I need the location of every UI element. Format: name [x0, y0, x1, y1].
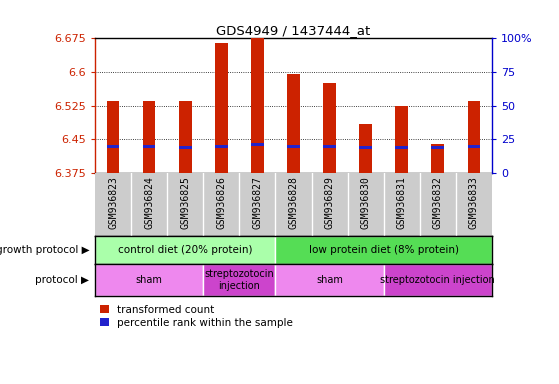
Bar: [287, 145, 300, 147]
Text: GSM936823: GSM936823: [108, 176, 118, 229]
Bar: [276, 264, 383, 296]
Bar: [251, 143, 264, 146]
Bar: [383, 264, 492, 296]
Text: growth protocol ▶: growth protocol ▶: [0, 245, 89, 255]
Text: sham: sham: [316, 275, 343, 285]
Text: protocol ▶: protocol ▶: [35, 275, 89, 285]
Bar: [107, 145, 120, 147]
Text: GSM936833: GSM936833: [469, 176, 479, 229]
Bar: [215, 145, 228, 147]
Bar: [107, 101, 120, 173]
Bar: [395, 146, 408, 149]
Bar: [395, 106, 408, 173]
Bar: [359, 124, 372, 173]
Title: GDS4949 / 1437444_at: GDS4949 / 1437444_at: [216, 24, 371, 37]
Bar: [95, 264, 203, 296]
Bar: [143, 145, 155, 147]
Text: low protein diet (8% protein): low protein diet (8% protein): [309, 245, 459, 255]
Bar: [276, 236, 492, 264]
Text: streptozotocin
injection: streptozotocin injection: [205, 269, 274, 291]
Text: GSM936825: GSM936825: [180, 176, 190, 229]
Bar: [215, 43, 228, 173]
Bar: [323, 145, 336, 147]
Text: GSM936829: GSM936829: [325, 176, 334, 229]
Bar: [203, 264, 276, 296]
Bar: [323, 83, 336, 173]
Bar: [432, 144, 444, 173]
Bar: [287, 74, 300, 173]
Text: GSM936826: GSM936826: [216, 176, 226, 229]
Bar: [179, 101, 192, 173]
Bar: [251, 31, 264, 173]
Legend: transformed count, percentile rank within the sample: transformed count, percentile rank withi…: [100, 305, 293, 328]
Bar: [467, 145, 480, 147]
Bar: [359, 146, 372, 149]
Text: GSM936827: GSM936827: [253, 176, 262, 229]
Text: control diet (20% protein): control diet (20% protein): [118, 245, 253, 255]
Bar: [143, 101, 155, 173]
Bar: [467, 101, 480, 173]
Text: GSM936828: GSM936828: [288, 176, 299, 229]
Bar: [179, 146, 192, 149]
Bar: [432, 146, 444, 149]
Text: GSM936832: GSM936832: [433, 176, 443, 229]
Text: streptozotocin injection: streptozotocin injection: [381, 275, 495, 285]
Text: GSM936824: GSM936824: [144, 176, 154, 229]
Bar: [95, 236, 276, 264]
Text: GSM936830: GSM936830: [361, 176, 371, 229]
Text: GSM936831: GSM936831: [397, 176, 407, 229]
Text: sham: sham: [136, 275, 163, 285]
